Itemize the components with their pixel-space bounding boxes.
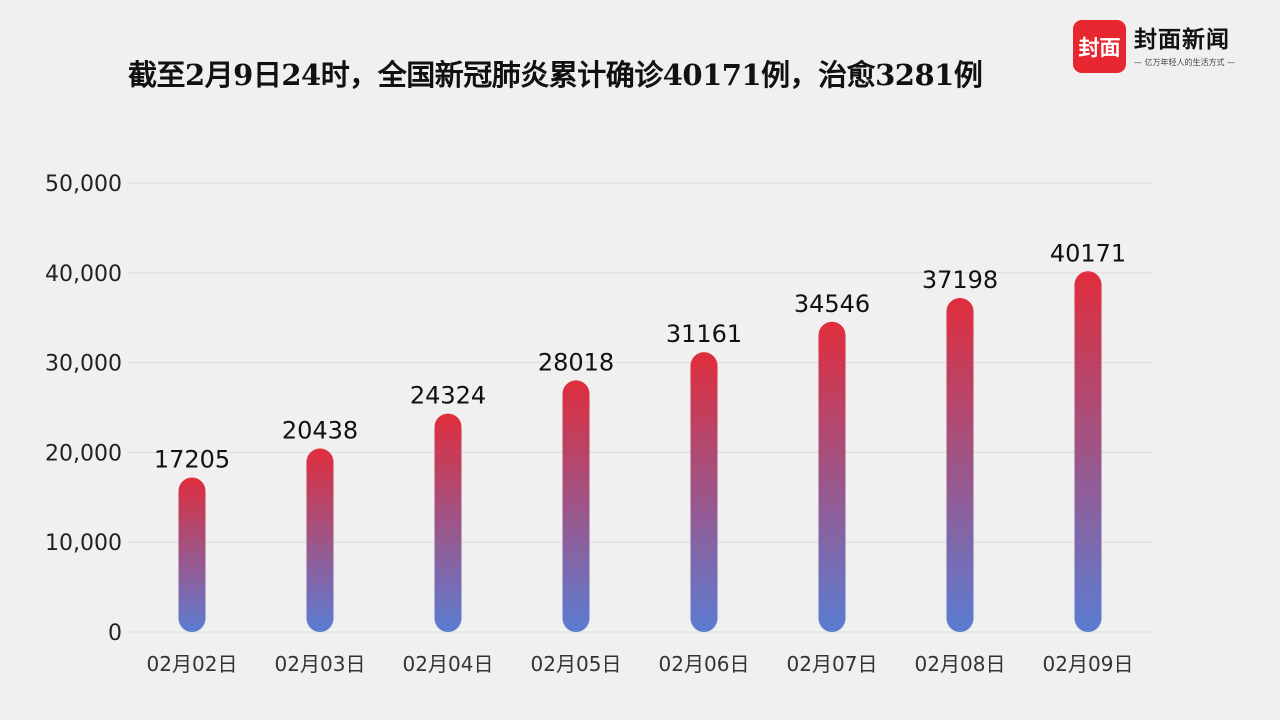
x-tick-label: 02月03日 [275, 652, 366, 676]
data-label: 17205 [154, 445, 230, 473]
bar [946, 297, 974, 632]
logo-text: 封面新闻 — 亿万年轻人的生活方式 — [1134, 26, 1235, 68]
logo-badge-icon: 封面 [1073, 20, 1126, 73]
bar [434, 413, 462, 632]
y-tick-label: 10,000 [45, 531, 122, 556]
x-tick-label: 02月08日 [915, 652, 1006, 676]
x-tick-label: 02月04日 [403, 652, 494, 676]
data-label: 20438 [282, 416, 358, 444]
data-label: 37198 [922, 266, 998, 294]
logo-slogan: — 亿万年轻人的生活方式 — [1134, 57, 1236, 67]
x-tick-label: 02月09日 [1043, 652, 1134, 676]
bar [178, 477, 206, 632]
bar [306, 448, 334, 632]
y-tick-label: 40,000 [45, 262, 122, 287]
brand-logo: 封面 封面新闻 — 亿万年轻人的生活方式 — [1073, 20, 1235, 73]
logo-name: 封面新闻 [1134, 25, 1230, 53]
bar [1074, 271, 1102, 632]
x-tick-label: 02月05日 [531, 652, 622, 676]
data-label: 28018 [538, 348, 614, 376]
x-tick-label: 02月06日 [659, 652, 750, 676]
data-labels: 17205 20438 24324 28018 31161 34546 37198 40171 [154, 239, 1126, 473]
x-tick-label: 02月02日 [147, 652, 238, 676]
data-label: 34546 [794, 290, 870, 318]
bar [690, 352, 718, 632]
y-tick-label: 50,000 [45, 172, 122, 197]
data-label: 40171 [1050, 239, 1126, 267]
x-axis-ticks: 02月02日 02月03日 02月04日 02月05日 02月06日 02月07日 02月0… [147, 652, 1134, 676]
data-label: 31161 [666, 320, 742, 348]
y-tick-label: 20,000 [45, 441, 122, 466]
y-tick-label: 0 [108, 621, 122, 646]
bar [818, 321, 846, 632]
bars [178, 271, 1102, 632]
bar [562, 380, 590, 632]
data-label: 24324 [410, 382, 486, 410]
x-tick-label: 02月07日 [787, 652, 878, 676]
gridlines [128, 182, 1152, 633]
chart-title: 截至2月9日24时，全国新冠肺炎累计确诊40171例，治愈3281例 [128, 58, 983, 92]
y-tick-label: 30,000 [45, 352, 122, 377]
y-axis-ticks: 0 10,000 20,000 30,000 40,000 50,000 [45, 172, 122, 646]
